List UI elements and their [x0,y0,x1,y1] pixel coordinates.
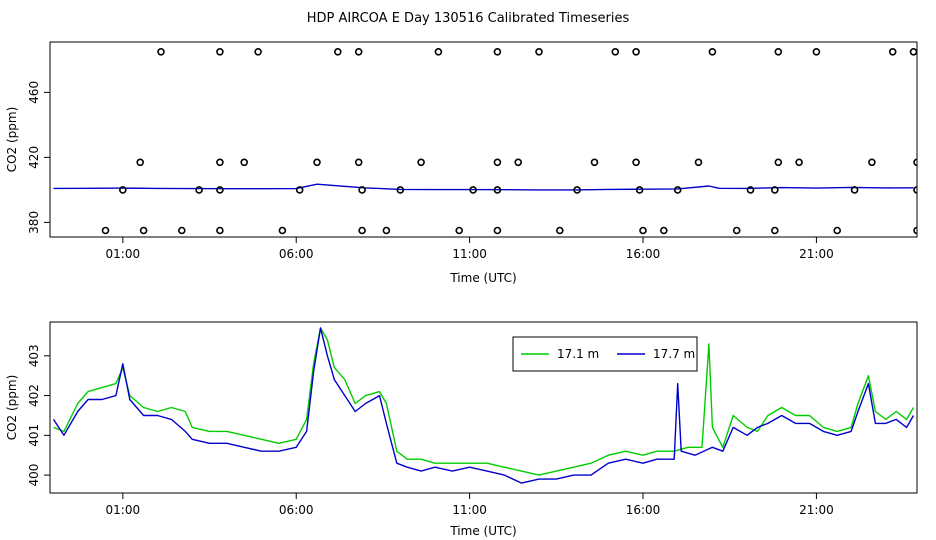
plot-data [52,327,915,484]
data-point [833,226,842,235]
data-point [888,47,897,56]
x-tick-label: 06:00 [279,503,314,517]
data-point [659,226,668,235]
data-point [157,47,165,56]
data-point [611,47,620,56]
data-point [632,47,640,56]
data-point [850,186,859,194]
series-line-17-7-m [52,327,915,484]
data-point [868,158,876,167]
data-point [216,186,224,194]
data-point [354,47,363,56]
plot-frame [49,321,918,494]
data-point [732,226,741,235]
data-point [358,226,366,235]
data-point [770,226,779,235]
data-point [455,226,464,235]
data-point [913,158,917,167]
data-point [812,47,821,56]
data-point [913,186,917,194]
y-tick-label: 460 [27,81,41,104]
data-point [434,47,443,56]
data-point [119,186,127,194]
series-line-calibrated-0 [53,183,914,191]
data-point [469,186,477,194]
data-point [774,47,783,56]
y-axis-label: CO2 (ppm) [5,107,19,173]
data-point [632,158,640,167]
data-point [139,226,148,235]
data-point [913,226,917,235]
y-tick-label: 380 [27,211,41,234]
x-tick-label: 21:00 [799,247,834,261]
data-point [795,158,803,167]
data-point [354,158,363,167]
data-point [770,186,779,194]
x-axis-label: Time (UTC) [449,524,516,538]
data-point [278,226,287,235]
data-point [673,186,682,194]
top-panel: 01:00 06:00 11:00 16:00 21:00 380 420 460 Time (… [5,41,918,285]
x-tick-label: 21:00 [799,503,834,517]
data-point [493,47,502,56]
legend: 17.1 m 17.7 m [512,336,698,372]
y-tick-label: 403 [27,344,41,367]
data-point [493,158,502,167]
x-tick-label: 01:00 [106,247,141,261]
data-point [535,47,543,56]
plot-data [53,47,917,235]
y-tick-label: 400 [27,464,41,487]
figure-title: HDP AIRCOA E Day 130516 Calibrated Times… [307,11,630,26]
x-tick-label: 16:00 [626,503,661,517]
x-axis-label: Time (UTC) [449,271,516,285]
data-point [493,186,502,194]
data-point [909,48,917,56]
y-axis-label: CO2 (ppm) [5,375,19,441]
data-point [216,158,224,167]
x-tick-label: 06:00 [279,247,314,261]
data-point [178,226,186,235]
data-point [195,186,203,194]
data-point [694,158,703,167]
data-point [417,158,425,167]
data-point [639,226,647,235]
plot-frame [49,41,918,238]
data-point [774,158,783,167]
x-tick-label: 11:00 [452,503,487,517]
legend-label: 17.1 m [557,347,599,361]
legend-label: 17.7 m [653,347,695,361]
data-point [746,186,755,194]
y-tick-label: 420 [27,146,41,169]
data-point [573,186,581,194]
data-point [101,226,110,235]
data-point [635,186,644,194]
x-tick-label: 11:00 [452,247,487,261]
series-line-17-1-m [53,327,915,476]
data-point [216,47,224,56]
data-point [254,47,262,56]
x-tick-label: 01:00 [106,503,141,517]
data-point [555,226,564,235]
data-point [708,47,717,56]
data-point [136,158,144,167]
data-point [396,186,405,194]
data-point [216,226,224,235]
data-point [333,47,342,56]
data-point [358,186,366,194]
y-tick-label: 401 [27,424,41,447]
x-tick-label: 16:00 [626,247,661,261]
data-point [514,158,523,167]
data-point [590,158,599,167]
data-point [295,186,304,194]
data-point [382,226,391,235]
data-point [313,158,321,167]
y-tick-label: 402 [27,384,41,407]
data-point [240,158,248,167]
bottom-panel: 01:00 06:00 11:00 16:00 21:00 400 401 402 403 Tim… [5,321,918,538]
data-point [493,226,502,235]
